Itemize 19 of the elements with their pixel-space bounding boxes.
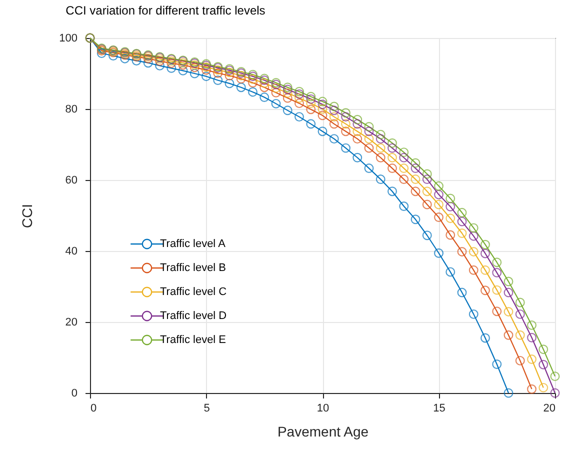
y-tick-label: 0 [71, 388, 78, 400]
legend-label: Traffic level A [160, 238, 226, 250]
x-tick-label: 10 [316, 402, 330, 414]
chart-title: CCI variation for different traffic levels [66, 4, 266, 18]
legend-label: Traffic level B [160, 262, 226, 274]
y-tick-label: 60 [65, 174, 78, 186]
y-tick-label: 100 [59, 32, 78, 44]
x-tick-label: 15 [433, 402, 446, 414]
x-tick-label: 0 [90, 402, 97, 414]
legend-label: Traffic level C [160, 286, 227, 298]
y-axis-title: CCI [19, 204, 36, 228]
x-axis-title: Pavement Age [277, 424, 369, 440]
x-tick-label: 20 [543, 402, 556, 414]
x-tick-label: 5 [204, 402, 210, 414]
y-tick-label: 80 [65, 104, 78, 116]
y-tick-label: 20 [65, 316, 78, 328]
legend-label: Traffic level E [160, 334, 226, 346]
y-tick-label: 40 [65, 246, 78, 258]
legend-label: Traffic level D [160, 310, 227, 322]
